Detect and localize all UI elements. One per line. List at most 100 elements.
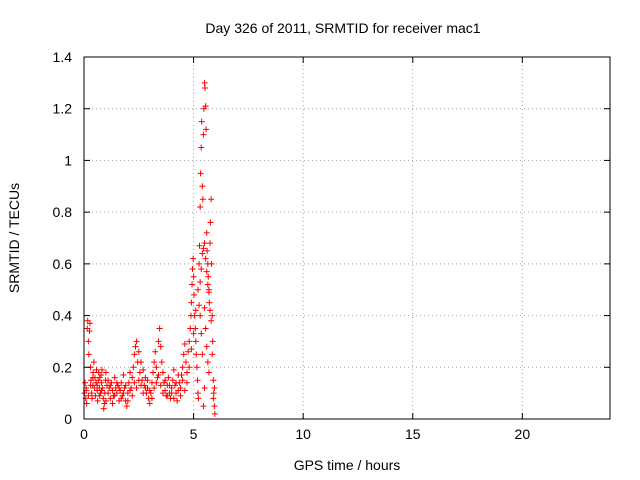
data-point — [113, 379, 120, 386]
data-point — [201, 240, 208, 247]
data-point — [208, 260, 215, 267]
data-point — [194, 377, 201, 384]
data-point — [159, 369, 166, 376]
data-point — [207, 219, 214, 226]
x-tick-label: 5 — [190, 426, 198, 442]
grid — [84, 57, 610, 419]
data-point — [189, 266, 196, 273]
data-point — [187, 325, 194, 332]
data-point — [135, 348, 142, 355]
data-point — [184, 379, 191, 386]
data-point — [208, 196, 215, 203]
y-tick-label: 0.2 — [53, 359, 73, 375]
data-point — [100, 395, 107, 402]
data-point — [200, 131, 207, 138]
data-point — [200, 403, 207, 410]
data-point — [210, 395, 217, 402]
data-point — [142, 384, 149, 391]
data-point — [129, 374, 136, 381]
data-point — [209, 351, 216, 358]
data-point — [203, 268, 210, 275]
y-tick-label: 1.2 — [53, 101, 73, 117]
data-point — [86, 328, 93, 335]
data-point — [199, 351, 206, 358]
data-point — [156, 325, 163, 332]
data-point — [137, 382, 144, 389]
data-point — [129, 392, 136, 399]
data-point — [155, 338, 162, 345]
data-point — [132, 343, 139, 350]
data-point — [193, 351, 200, 358]
data-point — [186, 338, 193, 345]
data-point — [198, 144, 205, 151]
data-point — [107, 382, 114, 389]
data-point — [174, 397, 181, 404]
data-point — [89, 374, 96, 381]
data-point — [98, 366, 105, 373]
data-point — [209, 312, 216, 319]
data-point — [205, 369, 212, 376]
data-point — [98, 372, 105, 379]
data-point — [188, 346, 195, 353]
data-point — [179, 377, 186, 384]
data-point — [166, 382, 173, 389]
data-point — [85, 338, 92, 345]
data-point — [85, 392, 92, 399]
data-point — [85, 351, 92, 358]
data-point — [198, 330, 205, 337]
data-point — [151, 359, 158, 366]
data-point — [160, 379, 167, 386]
data-point — [124, 397, 131, 404]
data-point — [136, 369, 143, 376]
data-point — [152, 348, 159, 355]
data-point — [162, 377, 169, 384]
data-point — [102, 397, 109, 404]
data-point — [105, 390, 112, 397]
data-point — [199, 196, 206, 203]
data-point — [184, 369, 191, 376]
data-point — [105, 377, 112, 384]
data-point — [151, 384, 158, 391]
data-point — [144, 377, 151, 384]
data-point — [199, 250, 206, 257]
data-point — [140, 366, 147, 373]
data-point — [201, 304, 208, 311]
x-tick-label: 20 — [515, 426, 531, 442]
data-point — [128, 384, 135, 391]
data-point — [94, 382, 101, 389]
y-tick-label: 0.6 — [53, 256, 73, 272]
data-point — [111, 374, 118, 381]
data-point — [102, 369, 109, 376]
data-point — [205, 289, 212, 296]
data-point — [175, 372, 182, 379]
plot-frame — [83, 56, 611, 420]
y-axis-title: SRMTID / TECUs — [6, 183, 22, 293]
data-point — [146, 400, 153, 407]
data-point — [159, 390, 166, 397]
data-point — [148, 395, 155, 402]
data-point — [190, 273, 197, 280]
data-point — [140, 390, 147, 397]
data-point — [108, 379, 115, 386]
data-point — [86, 320, 93, 327]
data-point — [131, 379, 138, 386]
data-point — [211, 403, 218, 410]
data-point — [210, 377, 217, 384]
data-point — [192, 307, 199, 314]
data-point — [196, 260, 203, 267]
data-point — [205, 273, 212, 280]
data-point — [190, 330, 197, 337]
data-point — [111, 392, 118, 399]
y-tick-label: 1.4 — [53, 49, 73, 65]
data-point — [170, 395, 177, 402]
data-point — [121, 384, 128, 391]
data-point — [120, 390, 127, 397]
data-point — [202, 255, 209, 262]
data-point — [100, 405, 107, 412]
data-points — [81, 79, 218, 417]
data-point — [203, 229, 210, 236]
data-point — [203, 126, 210, 133]
data-point — [209, 338, 216, 345]
data-point — [155, 372, 162, 379]
